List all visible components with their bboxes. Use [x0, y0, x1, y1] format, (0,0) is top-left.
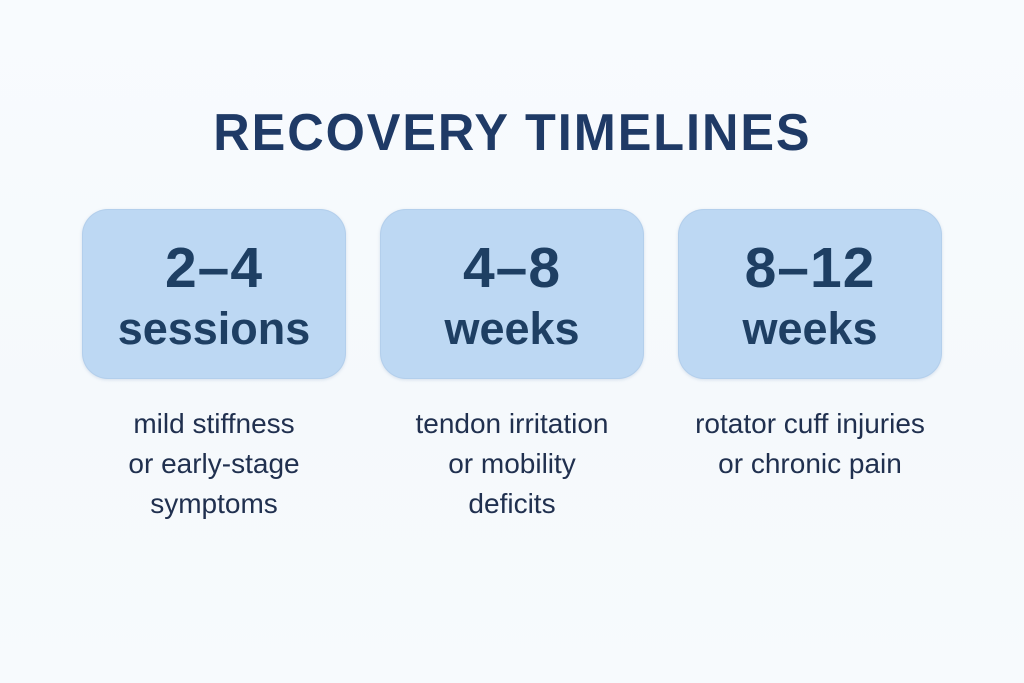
timeline-card: 2–4 sessions — [82, 209, 346, 379]
card-range-value: 8–12 — [744, 235, 876, 300]
page-title: RECOVERY TIMELINES — [212, 104, 812, 162]
timeline-card: 8–12 weeks — [678, 209, 942, 379]
card-range-unit: sessions — [117, 302, 311, 354]
timeline-cards-row: 2–4 sessions mild stiffness or early-sta… — [0, 209, 1024, 524]
card-range-value: 4–8 — [462, 235, 562, 300]
timeline-card: 4–8 weeks — [380, 209, 644, 379]
card-description: rotator cuff injuries or chronic pain — [695, 408, 925, 480]
timeline-column-weeks-4-8: 4–8 weeks tendon irritation or mobility … — [370, 209, 654, 524]
timeline-column-sessions: 2–4 sessions mild stiffness or early-sta… — [72, 209, 356, 524]
card-range-value: 2–4 — [164, 235, 264, 300]
card-description: mild stiffness or early-stage symptoms — [128, 408, 300, 520]
card-description: tendon irritation or mobility deficits — [415, 408, 609, 520]
card-range-unit: weeks — [742, 302, 878, 354]
card-range-unit: weeks — [444, 302, 580, 354]
timeline-column-weeks-8-12: 8–12 weeks rotator cuff injuries or chro… — [668, 209, 952, 524]
